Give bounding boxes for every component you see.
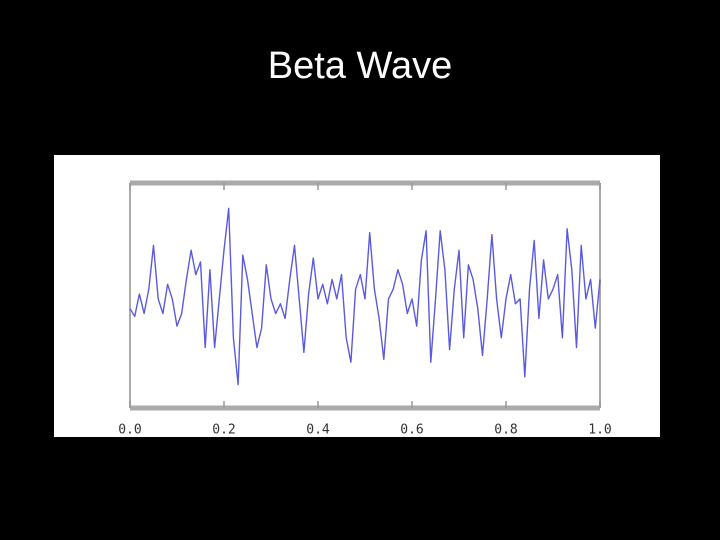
x-tick-label: 1.0 [588,423,611,438]
x-tick-label: 0.4 [306,423,330,438]
chart-panel [54,155,660,437]
x-tick-label: 0.2 [212,423,235,438]
slide-title: Beta Wave [268,45,452,87]
x-tick-label: 0.0 [118,423,141,438]
x-tick-label: 0.6 [400,423,423,438]
wave-line [129,207,601,386]
x-tick-label: 0.8 [494,423,517,438]
